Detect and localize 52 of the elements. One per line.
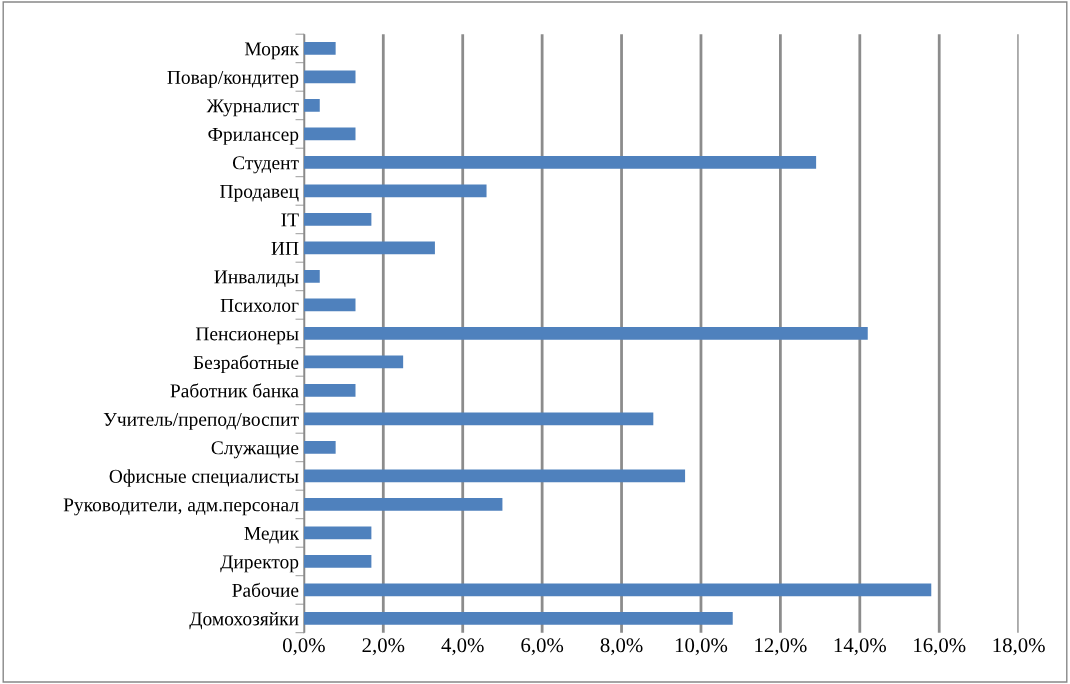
x-tick-label: 14,0% bbox=[834, 638, 886, 656]
x-tick-label: 0,0% bbox=[282, 638, 325, 656]
y-tick-label: Продавец bbox=[220, 184, 299, 202]
x-tick-label: 10,0% bbox=[675, 638, 728, 656]
bar bbox=[303, 99, 320, 112]
bar bbox=[303, 355, 404, 369]
y-tick-label: Пенсионеры bbox=[195, 327, 299, 345]
bar bbox=[303, 526, 372, 540]
bar bbox=[303, 298, 356, 312]
bar bbox=[303, 184, 487, 198]
y-tick-label: Повар/кондитер bbox=[167, 70, 299, 88]
bar bbox=[303, 384, 356, 397]
bar bbox=[303, 441, 336, 454]
bar bbox=[303, 327, 868, 340]
y-tick-label: Студент bbox=[232, 156, 299, 174]
y-tick-label: Офисные специалисты bbox=[109, 469, 299, 487]
bar bbox=[303, 498, 503, 511]
bar bbox=[303, 127, 356, 141]
y-tick-label: Моряк bbox=[244, 42, 300, 60]
y-tick-label: ИП bbox=[271, 241, 299, 255]
y-tick-label: Работник банка bbox=[170, 383, 299, 398]
y-tick-label: Директор bbox=[220, 555, 299, 573]
bar bbox=[303, 241, 435, 255]
y-tick-label: Безработные bbox=[193, 354, 299, 374]
y-tick-label: Рабочие bbox=[232, 582, 299, 597]
bar bbox=[303, 270, 320, 283]
y-tick-label: Журналист bbox=[206, 99, 299, 117]
bar bbox=[303, 42, 336, 55]
x-tick-label: 6,0% bbox=[521, 638, 564, 656]
y-tick-label: Учитель/препод/воспит bbox=[103, 412, 299, 430]
y-tick-label: Инвалиды bbox=[214, 270, 299, 287]
bar bbox=[303, 156, 817, 169]
bar bbox=[303, 612, 733, 625]
y-tick-label: Руководители, адм.персонал bbox=[63, 498, 299, 516]
bar bbox=[303, 70, 356, 84]
bar bbox=[303, 583, 932, 597]
bar bbox=[303, 555, 372, 568]
x-tick-label: 18,0% bbox=[993, 638, 1045, 656]
x-tick-label: 8,0% bbox=[600, 638, 643, 656]
y-tick-label: Психолог bbox=[220, 298, 299, 312]
x-tick-label: 2,0% bbox=[362, 638, 405, 656]
bar bbox=[303, 469, 686, 483]
x-tick-label: 4,0% bbox=[441, 638, 484, 656]
y-tick-label: Медик bbox=[244, 526, 300, 544]
y-tick-label: Домохозяйки bbox=[189, 611, 299, 630]
bar bbox=[303, 412, 654, 426]
x-tick-label: 12,0% bbox=[755, 638, 807, 656]
y-tick-label: IT bbox=[281, 213, 299, 227]
y-tick-label: Служащие bbox=[211, 441, 299, 459]
bar bbox=[303, 213, 372, 226]
y-tick-label: Фрилансер bbox=[208, 127, 299, 145]
x-tick-label: 16,0% bbox=[914, 638, 966, 656]
